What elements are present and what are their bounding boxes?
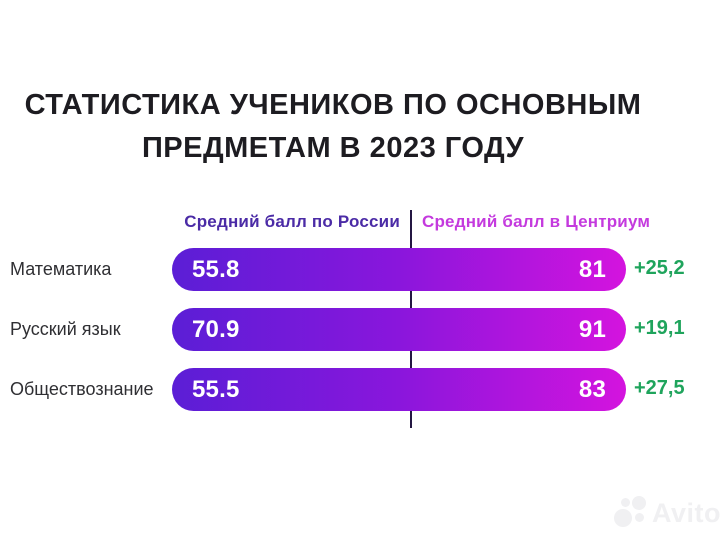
centrium-score-value: 83 xyxy=(578,375,606,403)
chart-row-russian-language: Русский язык 70.9 91 +19,1 xyxy=(0,308,720,351)
row-label: Русский язык xyxy=(10,319,121,339)
centrium-score-value: 91 xyxy=(578,315,606,343)
gradient-bar: 55.5 83 xyxy=(172,368,626,411)
row-label: Математика xyxy=(10,259,112,279)
page-title-line1: СТАТИСТИКА УЧЕНИКОВ ПО ОСНОВНЫМ xyxy=(24,89,642,121)
russia-score-value: 55.8 xyxy=(192,255,240,283)
score-delta: +27,5 xyxy=(634,376,685,399)
russia-score-value: 70.9 xyxy=(192,315,240,343)
legend-russia-label: Средний балл по России xyxy=(184,212,400,231)
avito-logo-circle-small-bottom-right xyxy=(635,513,644,522)
row-label: Обществознание xyxy=(10,379,154,399)
chart-row-social-studies: Обществознание 55.5 83 +27,5 xyxy=(0,368,720,411)
gradient-bar: 55.8 81 xyxy=(172,248,626,291)
avito-watermark: Avito xyxy=(614,494,720,532)
chart-row-mathematics: Математика 55.8 81 +25,2 xyxy=(0,248,720,291)
page-title-line2: ПРЕДМЕТАМ В 2023 ГОДУ xyxy=(141,132,525,164)
page-title: СТАТИСТИКА УЧЕНИКОВ ПО ОСНОВНЫМ ПРЕДМЕТА… xyxy=(0,84,666,170)
score-delta: +19,1 xyxy=(634,316,685,339)
avito-logo-circle-large-bottom-left xyxy=(614,509,632,527)
avito-logo-circle-small-top-left xyxy=(621,498,630,507)
score-delta: +25,2 xyxy=(634,256,685,279)
avito-logo-icon xyxy=(614,494,648,532)
centrium-score-value: 81 xyxy=(578,255,606,283)
avito-logo-circle-medium-top-right xyxy=(632,496,646,510)
avito-watermark-text: Avito xyxy=(652,497,720,528)
gradient-bar: 70.9 91 xyxy=(172,308,626,351)
legend-centrium-label: Средний балл в Центриум xyxy=(422,212,651,231)
russia-score-value: 55.5 xyxy=(192,375,240,403)
